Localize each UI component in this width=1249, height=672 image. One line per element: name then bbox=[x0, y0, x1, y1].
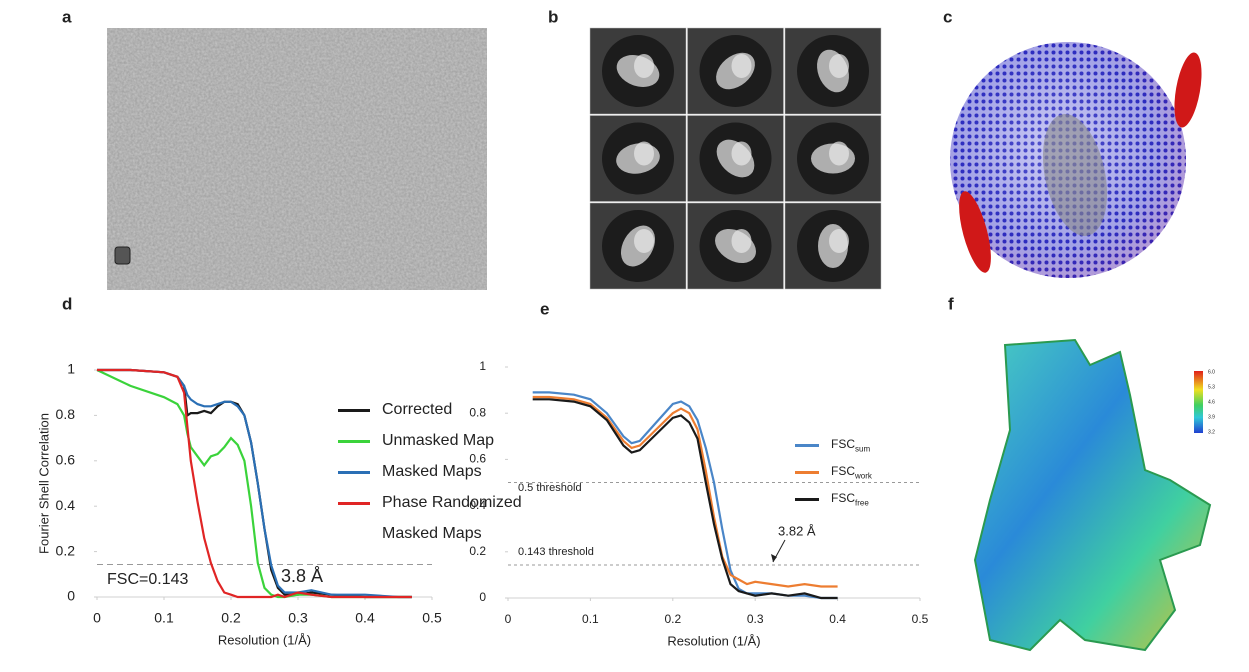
y-axis-label: Fourier Shell Correlation bbox=[36, 413, 51, 554]
legend-text: Unmasked Map bbox=[382, 432, 495, 449]
legend-item: Masked Maps bbox=[338, 456, 553, 487]
colorbar-label: 3.2 bbox=[1208, 429, 1215, 435]
micrograph-noise bbox=[107, 28, 487, 290]
colorbar-label: 6.0 bbox=[1208, 369, 1215, 375]
class-particle bbox=[731, 54, 752, 78]
colorbar bbox=[1194, 371, 1203, 433]
panel-label: a bbox=[62, 7, 72, 26]
legend-label: FSCsum bbox=[831, 431, 870, 462]
legend-swatch bbox=[338, 439, 370, 443]
y-tick-label: 1 bbox=[67, 361, 75, 377]
legend-text: FSC bbox=[831, 437, 855, 451]
y-tick-label: 1 bbox=[479, 359, 486, 373]
y-tick-label: 0.2 bbox=[469, 544, 486, 558]
legend-subscript: work bbox=[855, 471, 872, 481]
legend-text: FSC bbox=[831, 491, 855, 505]
colorbar-label: 3.9 bbox=[1208, 414, 1215, 420]
annotation: 3.8 Å bbox=[281, 566, 323, 586]
legend-label: Unmasked Map bbox=[382, 425, 494, 456]
panel-label: d bbox=[62, 294, 72, 313]
legend-label: FSCwork bbox=[831, 458, 872, 489]
y-tick-label: 0 bbox=[479, 590, 486, 604]
series-line bbox=[532, 395, 838, 588]
legend-subscript: sum bbox=[855, 444, 871, 454]
class-averages bbox=[589, 27, 882, 290]
series-line bbox=[532, 391, 838, 600]
class-particle bbox=[634, 54, 654, 78]
x-tick-label: 0.5 bbox=[422, 610, 442, 626]
legend-text: Phase Randomized Masked Maps bbox=[382, 494, 522, 542]
legend-label: FSCfree bbox=[831, 485, 869, 516]
panel-label: e bbox=[540, 299, 549, 318]
panel-label: f bbox=[948, 294, 954, 313]
series-line bbox=[97, 368, 412, 599]
series-line bbox=[532, 398, 838, 600]
y-tick-label: 0.6 bbox=[469, 452, 486, 466]
legend-item: Unmasked Map bbox=[338, 425, 553, 456]
angular-peak bbox=[1174, 52, 1202, 128]
legend-text: Corrected bbox=[382, 401, 453, 418]
legend-item: FSCwork bbox=[795, 458, 905, 489]
y-tick-label: 0 bbox=[67, 588, 75, 604]
legend-text: Masked Maps bbox=[382, 463, 482, 480]
micrograph-particle bbox=[114, 246, 131, 265]
class-particle bbox=[634, 141, 654, 166]
class-particle bbox=[829, 54, 849, 78]
x-tick-label: 0 bbox=[93, 610, 101, 626]
y-tick-label: 0.6 bbox=[56, 452, 76, 468]
legend-text: FSC bbox=[831, 464, 855, 478]
legend-label: Masked Maps bbox=[382, 456, 482, 487]
x-tick-label: 0.1 bbox=[154, 610, 174, 626]
annotation: 0.5 threshold bbox=[518, 482, 582, 494]
resolution-map bbox=[973, 338, 1212, 652]
x-tick-label: 0 bbox=[505, 612, 512, 626]
y-tick-label: 0.8 bbox=[469, 405, 486, 419]
x-tick-label: 0.1 bbox=[582, 612, 599, 626]
y-tick-label: 0.4 bbox=[56, 497, 76, 513]
class-particle bbox=[829, 229, 849, 253]
x-tick-label: 0.5 bbox=[912, 612, 929, 626]
x-axis-label: Resolution (1/Å) bbox=[218, 632, 311, 647]
colorbar-label: 4.6 bbox=[1208, 399, 1215, 405]
y-tick-label: 0.2 bbox=[56, 542, 76, 558]
legend-item: Phase Randomized Masked Maps bbox=[338, 487, 553, 549]
panel-label: c bbox=[943, 7, 952, 26]
class-particle bbox=[634, 229, 654, 253]
legend-swatch bbox=[795, 470, 819, 474]
x-tick-label: 0.3 bbox=[747, 612, 764, 626]
angular-peak bbox=[959, 191, 991, 273]
x-tick-label: 0.2 bbox=[221, 610, 241, 626]
legend-swatch bbox=[338, 408, 370, 412]
class-particle bbox=[731, 141, 752, 166]
legend-subscript: free bbox=[855, 498, 869, 508]
legend-item: Corrected bbox=[338, 394, 553, 425]
x-tick-label: 0.2 bbox=[664, 612, 681, 626]
annotation: 3.82 Å bbox=[778, 523, 816, 538]
legend-item: FSCfree bbox=[795, 485, 905, 516]
legend-swatch bbox=[338, 470, 370, 474]
x-axis-label: Resolution (1/Å) bbox=[667, 633, 760, 648]
legend-item: FSCsum bbox=[795, 431, 905, 462]
legend-swatch bbox=[795, 443, 819, 447]
y-tick-label: 0.4 bbox=[469, 498, 486, 512]
legend-label: Corrected bbox=[382, 394, 452, 425]
legend-swatch bbox=[795, 497, 819, 501]
legend-swatch bbox=[338, 501, 370, 505]
legend-label: Phase Randomized Masked Maps bbox=[382, 487, 553, 549]
class-particle bbox=[829, 141, 849, 166]
y-tick-label: 0.8 bbox=[56, 406, 76, 422]
x-tick-label: 0.4 bbox=[355, 610, 375, 626]
annotation: FSC=0.143 bbox=[107, 571, 188, 588]
annotation: 0.143 threshold bbox=[518, 546, 594, 558]
model-density bbox=[1042, 114, 1108, 236]
x-tick-label: 0.3 bbox=[288, 610, 308, 626]
series-line bbox=[97, 368, 412, 599]
panel-label: b bbox=[548, 7, 558, 26]
class-particle bbox=[731, 229, 752, 253]
x-tick-label: 0.4 bbox=[829, 612, 846, 626]
annotation-arrowhead bbox=[771, 554, 777, 562]
colorbar-label: 5.3 bbox=[1208, 384, 1215, 390]
